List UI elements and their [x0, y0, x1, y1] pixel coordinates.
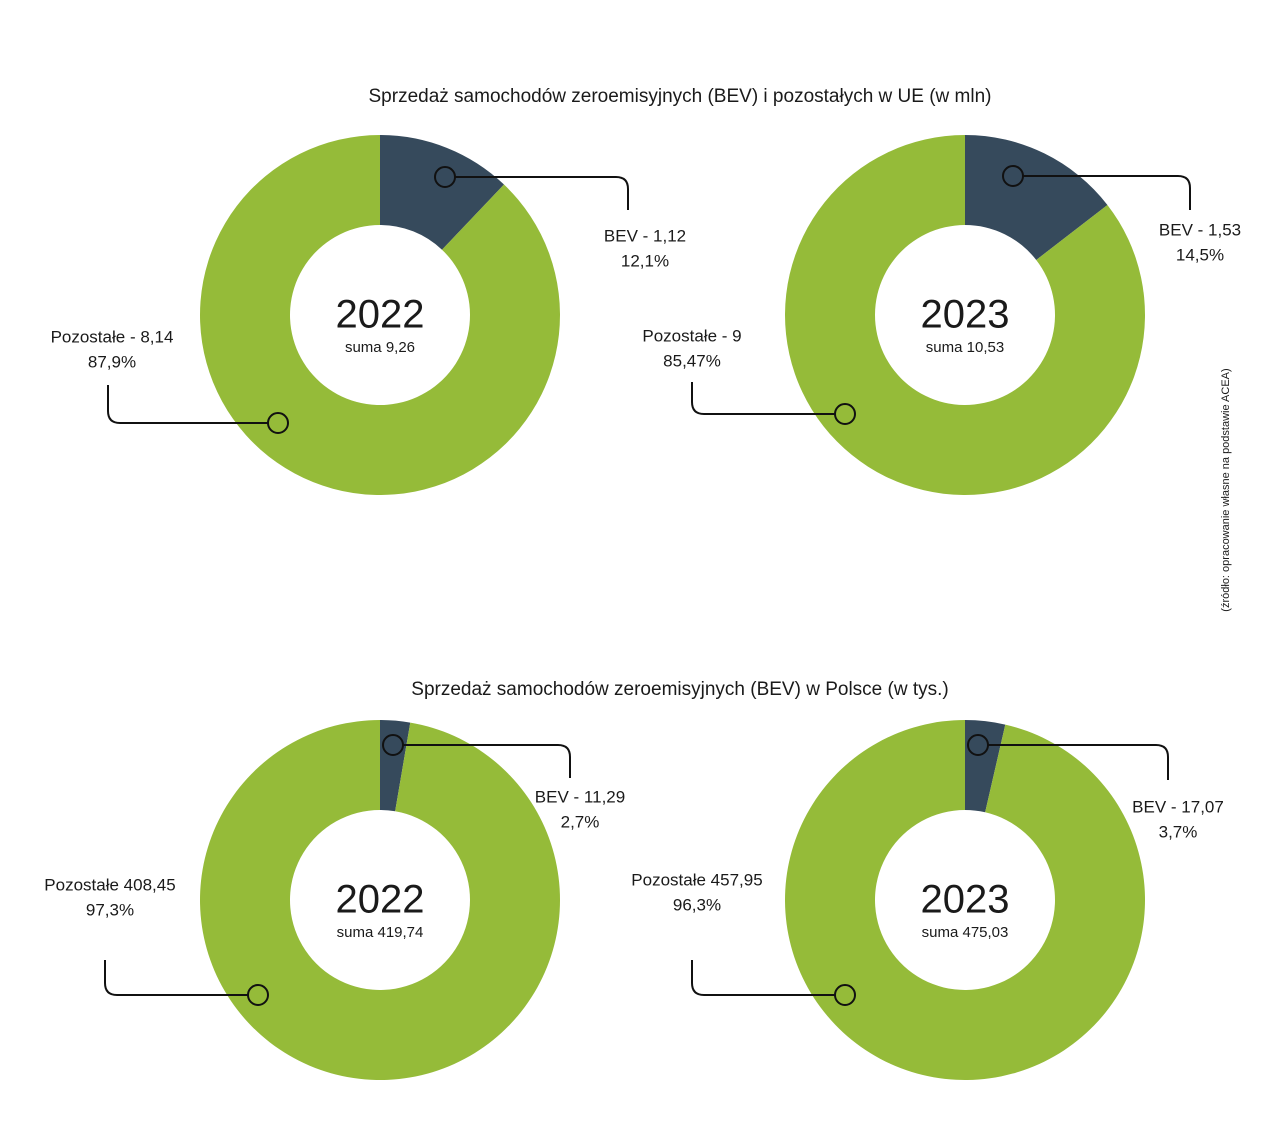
callout-dot: [834, 984, 856, 1006]
percent-label: 3,7%: [1159, 822, 1198, 841]
source-note: (źródło: opracowanie własne na podstawie…: [1220, 368, 1232, 611]
donut-segment: [200, 720, 561, 1080]
value-label: Pozostałe - 9: [642, 326, 741, 345]
callout-line: [691, 960, 835, 996]
callout-line: [104, 960, 248, 996]
value-label: BEV - 17,07: [1132, 797, 1224, 816]
value-label: Pozostałe 408,45: [44, 875, 175, 894]
callout-dot: [267, 412, 289, 434]
donut-segment: [200, 135, 560, 495]
center-total: suma 475,03: [922, 924, 1009, 941]
center-total: suma 419,74: [337, 924, 424, 941]
callout-dot: [1002, 165, 1024, 187]
donut-segment: [965, 135, 1108, 260]
callout-line: [107, 385, 268, 424]
percent-label: 2,7%: [561, 812, 600, 831]
percent-label: 85,47%: [663, 351, 721, 370]
callout-dot: [247, 984, 269, 1006]
center-year: 2023: [921, 878, 1010, 922]
center-total: suma 9,26: [345, 339, 415, 356]
callout-line: [1023, 175, 1191, 210]
callout-dot: [967, 734, 989, 756]
donut-segment: [785, 135, 1146, 495]
callout-line: [403, 744, 571, 778]
chart-title: Sprzedaż samochodów zeroemisyjnych (BEV)…: [411, 679, 948, 700]
percent-label: 96,3%: [673, 895, 721, 914]
center-year: 2022: [336, 878, 425, 922]
chart-title: Sprzedaż samochodów zeroemisyjnych (BEV)…: [369, 86, 992, 107]
callout-line: [455, 176, 629, 210]
callout-line: [988, 744, 1169, 780]
center-year: 2022: [336, 293, 425, 337]
value-label: Pozostałe - 8,14: [51, 327, 174, 346]
callout-dot: [834, 403, 856, 425]
value-label: BEV - 1,53: [1159, 220, 1241, 239]
callout-dot: [434, 166, 456, 188]
percent-label: 12,1%: [621, 251, 669, 270]
callout-line: [691, 382, 835, 415]
value-label: BEV - 11,29: [535, 787, 625, 806]
donut-segment: [380, 135, 504, 250]
value-label: Pozostałe 457,95: [631, 870, 762, 889]
center-year: 2023: [921, 293, 1010, 337]
value-label: BEV - 1,12: [604, 226, 686, 245]
callout-dot: [382, 734, 404, 756]
percent-label: 87,9%: [88, 352, 136, 371]
percent-label: 14,5%: [1176, 245, 1224, 264]
donut-segment: [785, 720, 1145, 1080]
percent-label: 97,3%: [86, 900, 134, 919]
center-total: suma 10,53: [926, 339, 1004, 356]
